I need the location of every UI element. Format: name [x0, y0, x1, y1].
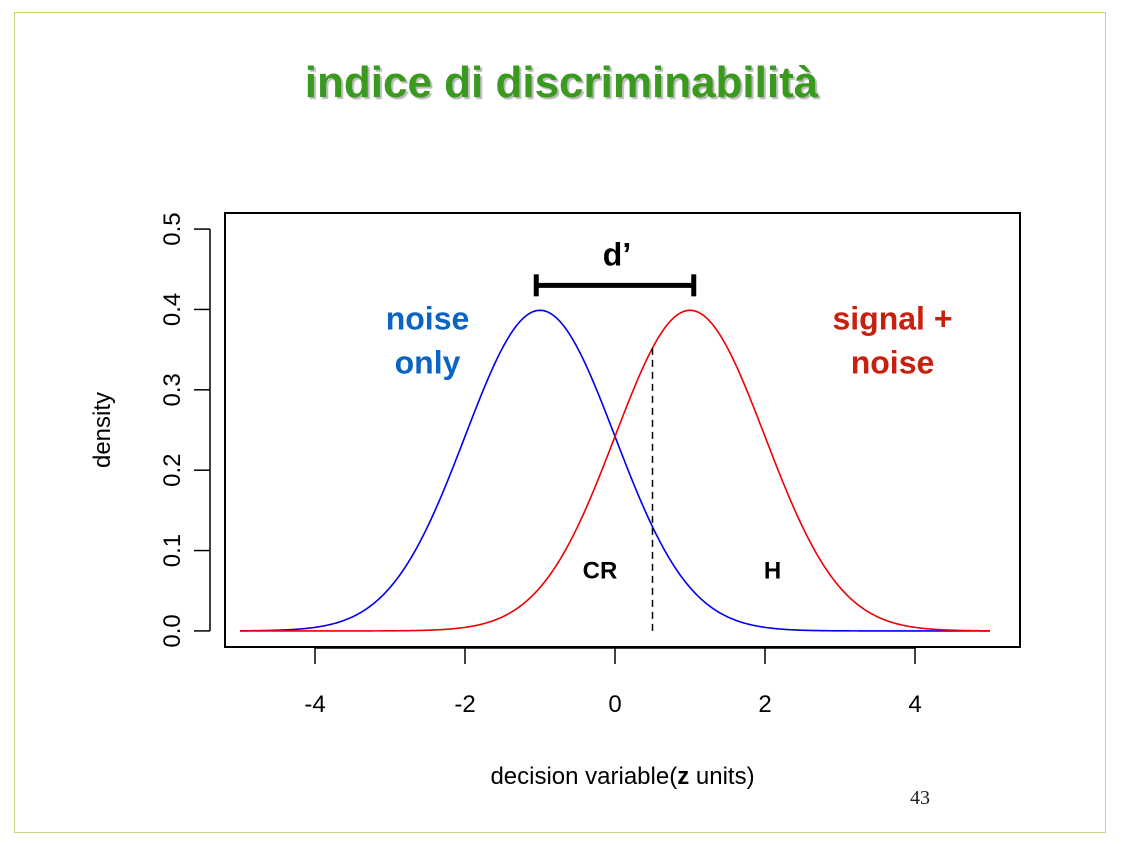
y-tick-label: 0.4 [159, 293, 186, 326]
page-number: 43 [910, 787, 930, 809]
cr-label: CR [583, 558, 618, 585]
dprime-label: d’ [603, 236, 631, 272]
plot-frame [224, 212, 1021, 648]
y-tick-label: 0.0 [159, 614, 186, 647]
slide-title: indice di discriminabilità [304, 58, 819, 107]
x-axis-title: decision variable(z units) [490, 763, 754, 790]
y-tick-label: 0.5 [159, 212, 186, 245]
noise-label: noise only [386, 301, 470, 381]
y-tick-label: 0.1 [159, 534, 186, 567]
x-tick-label: 0 [608, 691, 621, 718]
slide-frame [14, 12, 1106, 833]
x-tick-label: -2 [454, 691, 475, 718]
signal-label: signal + noise [832, 301, 952, 381]
y-tick-label: 0.3 [159, 373, 186, 406]
x-tick-label: 2 [758, 691, 771, 718]
x-tick-label: -4 [304, 691, 325, 718]
h-label: H [764, 558, 781, 585]
signal-density-curve [240, 309, 991, 632]
y-tick-label: 0.2 [159, 453, 186, 486]
x-tick-label: 4 [908, 691, 921, 718]
y-axis-title: density [89, 392, 116, 468]
